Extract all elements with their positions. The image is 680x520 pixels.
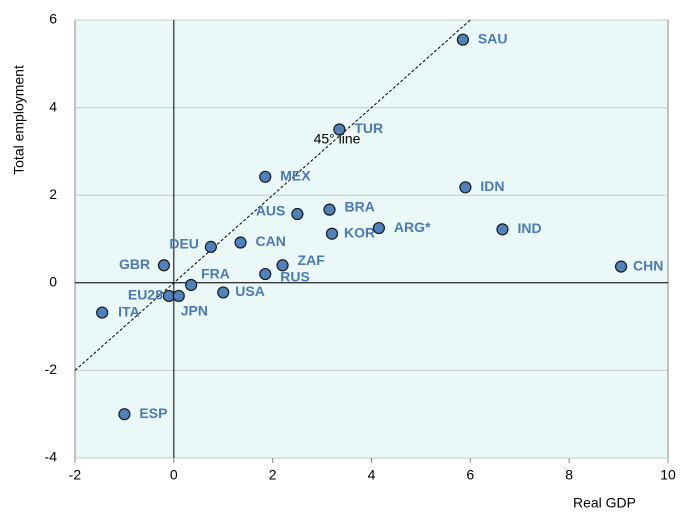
- point: [259, 267, 272, 281]
- point-label: DEU: [169, 236, 199, 252]
- point: [459, 181, 472, 194]
- point-label: BRA: [344, 198, 374, 214]
- y-tick-label: 0: [49, 274, 57, 290]
- point-label: ARG*: [394, 219, 431, 235]
- annotation: 45° line: [314, 130, 361, 146]
- x-tick-label: 2: [269, 467, 277, 483]
- point: [456, 33, 470, 46]
- point-label: MEX: [280, 168, 311, 184]
- point-label: TUR: [354, 120, 383, 136]
- point: [323, 203, 336, 216]
- point-label: CHN: [633, 257, 663, 273]
- point-label: FRA: [201, 266, 230, 282]
- point: [372, 221, 386, 235]
- point-label: IDN: [480, 178, 504, 194]
- x-tick-label: 8: [565, 467, 573, 483]
- point: [614, 260, 628, 273]
- point: [217, 286, 230, 299]
- point: [496, 223, 509, 236]
- point: [118, 408, 131, 421]
- x-axis-label: Real GDP: [573, 495, 636, 511]
- point-label: ZAF: [298, 252, 326, 268]
- point-label: SAU: [478, 30, 508, 46]
- point: [185, 278, 198, 292]
- point-label: USA: [235, 283, 265, 299]
- point: [259, 170, 272, 183]
- point-label: IND: [517, 220, 541, 236]
- point: [96, 306, 109, 319]
- x-tick-label: -2: [69, 467, 82, 483]
- diagonal-line: [74, 19, 471, 371]
- point-label: AUS: [256, 203, 286, 219]
- point-label: CAN: [256, 233, 286, 249]
- x-tick-label: 4: [368, 467, 376, 483]
- x-tick-label: 10: [660, 467, 676, 483]
- point-label: KOR: [344, 224, 375, 240]
- y-tick-label: -4: [45, 449, 58, 465]
- point: [157, 259, 171, 272]
- y-tick-label: -2: [45, 361, 58, 377]
- point-label: RUS: [280, 269, 310, 285]
- point: [325, 227, 339, 240]
- point-label: JPN: [181, 303, 208, 319]
- point-label: EU28: [128, 287, 163, 303]
- point: [291, 207, 304, 221]
- point: [172, 289, 185, 303]
- point: [276, 259, 289, 272]
- y-axis-label: Total employment: [11, 65, 27, 175]
- y-tick-label: 6: [49, 11, 57, 27]
- point: [234, 236, 247, 249]
- point-label: ESP: [139, 405, 167, 421]
- y-tick-label: 2: [49, 186, 57, 202]
- point-label: ITA: [118, 303, 140, 319]
- y-tick-label: 4: [49, 98, 57, 114]
- point-label: GBR: [119, 256, 150, 272]
- x-tick-label: 6: [466, 467, 474, 483]
- point: [333, 123, 346, 136]
- x-tick-label: 0: [170, 467, 178, 483]
- point: [204, 240, 217, 253]
